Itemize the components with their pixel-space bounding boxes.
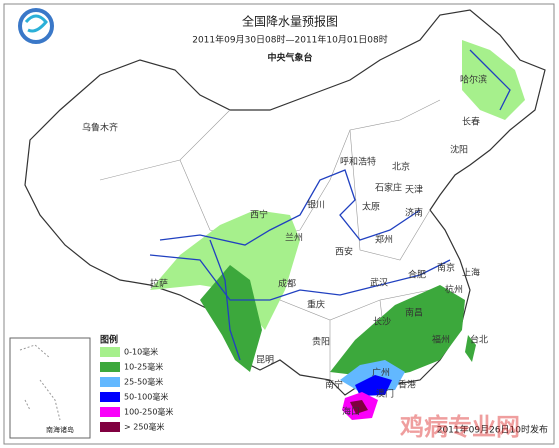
- city: 兰州: [285, 232, 303, 244]
- legend-label: 50-100毫米: [124, 392, 168, 402]
- city: 海口: [342, 406, 360, 418]
- city: 重庆: [307, 299, 325, 311]
- rain-area: [330, 285, 465, 378]
- city: 台北: [470, 334, 488, 346]
- city: 银川: [307, 199, 325, 211]
- city: 拉萨: [150, 278, 168, 290]
- city: 贵阳: [312, 336, 330, 348]
- city: 澳门: [376, 388, 394, 400]
- legend-swatch: [100, 347, 120, 357]
- watermark: 鸡病专业网: [399, 413, 520, 441]
- legend-label: 10-25毫米: [124, 362, 163, 372]
- legend-swatch: [100, 422, 120, 432]
- city: 武汉: [370, 277, 388, 289]
- city: 哈尔滨: [460, 74, 487, 86]
- city: 香港: [398, 379, 416, 391]
- rain-area: [355, 375, 392, 396]
- city: 杭州: [445, 284, 463, 296]
- legend-swatch: [100, 392, 120, 402]
- legend-label: 100-250毫米: [124, 407, 173, 417]
- rain-area: [350, 400, 368, 414]
- city: 成都: [278, 278, 296, 290]
- logo: [18, 8, 54, 44]
- city: 长沙: [373, 316, 391, 328]
- rain-area: [462, 40, 525, 120]
- city: 昆明: [256, 355, 274, 366]
- city: 西安: [335, 246, 353, 258]
- rain-area: [465, 335, 476, 362]
- legend-label: > 250毫米: [124, 422, 165, 432]
- city-labels: 哈尔滨 长春 乌鲁木齐 沈阳 呼和浩特 北京 天津 石家庄 银川 太原 济南 西…: [82, 74, 488, 418]
- city: 乌鲁木齐: [82, 122, 118, 134]
- title: 全国降水量预报图: [242, 14, 338, 29]
- city: 石家庄: [375, 182, 402, 194]
- legend-label: 0-10毫米: [124, 347, 158, 357]
- city: 广州: [372, 367, 390, 379]
- issued: 2011年09月26日10时发布: [437, 424, 548, 436]
- city: 郑州: [375, 234, 393, 246]
- city: 福州: [432, 334, 450, 346]
- city: 长春: [462, 116, 480, 128]
- city: 合肥: [408, 269, 426, 281]
- city: 济南: [405, 207, 423, 219]
- agency: 中央气象台: [267, 52, 312, 64]
- city: 沈阳: [450, 144, 468, 156]
- legend: 0-10毫米 10-25毫米 25-50毫米 50-100毫米 100-250毫米 > 2…: [100, 347, 173, 432]
- rivers: [149, 49, 511, 361]
- city: 北京: [392, 161, 410, 173]
- legend-swatch: [100, 377, 120, 387]
- legend-title: 图例: [100, 334, 118, 346]
- legend-swatch: [100, 407, 120, 417]
- city: 太原: [362, 201, 380, 213]
- city: 天津: [405, 185, 423, 196]
- legend-swatch: [100, 362, 120, 372]
- legend-label: 25-50毫米: [124, 377, 163, 387]
- city: 上海: [462, 267, 480, 279]
- rain-area: [200, 265, 262, 372]
- inset-label: 南海诸岛: [46, 425, 74, 434]
- inset-box: [9, 337, 91, 439]
- period: 2011年09月30日08时—2011年10月01日08时: [192, 34, 388, 46]
- city: 南昌: [405, 307, 423, 319]
- city: 南宁: [325, 379, 343, 391]
- city: 南京: [437, 262, 455, 274]
- city: 呼和浩特: [340, 156, 376, 168]
- inset-islands: [19, 344, 61, 421]
- city: 西宁: [250, 209, 268, 221]
